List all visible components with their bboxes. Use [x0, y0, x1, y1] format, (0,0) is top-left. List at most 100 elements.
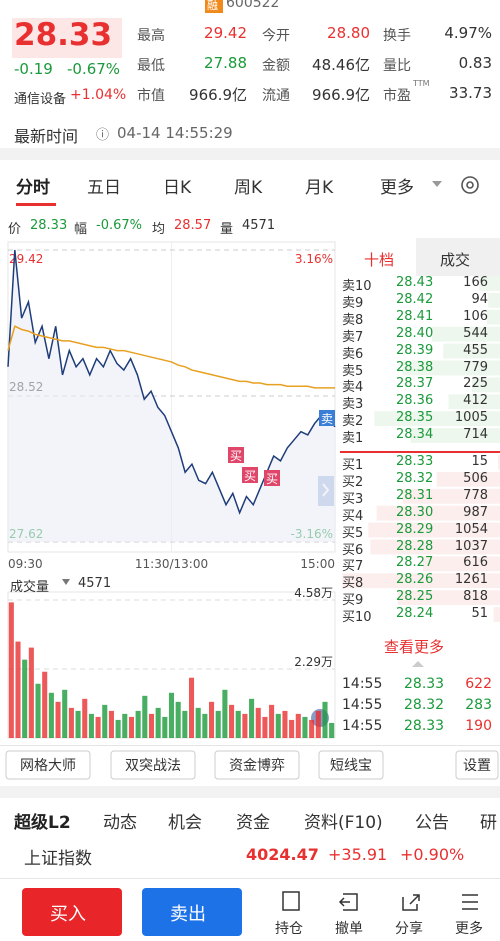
- stat-label: 最高: [137, 28, 165, 44]
- lower-tab[interactable]: 公告: [415, 813, 449, 833]
- book-volume: 1054: [454, 521, 488, 537]
- volume-bar: [168, 692, 175, 738]
- tab-underline: [16, 203, 56, 206]
- separator: [0, 148, 500, 160]
- trade-price: 28.33: [404, 676, 445, 692]
- book-volume: 455: [463, 342, 488, 358]
- bar-item[interactable]: 持仓: [275, 921, 303, 937]
- book-price: 28.39: [396, 342, 434, 358]
- book-tab[interactable]: 成交: [440, 251, 471, 269]
- tab[interactable]: 更多: [380, 178, 414, 198]
- book-volume: 225: [463, 376, 488, 392]
- lower-tab[interactable]: 资料(F10): [304, 813, 383, 833]
- book-volume: 1005: [454, 410, 488, 426]
- book-price: 28.36: [396, 393, 434, 409]
- volume-bar: [155, 707, 161, 738]
- time-value: 04-14 14:55:29: [117, 124, 233, 142]
- lower-tab[interactable]: 机会: [168, 813, 202, 833]
- book-volume: 779: [463, 359, 488, 375]
- book-level: 买8: [342, 576, 364, 592]
- bar-item[interactable]: 撤单: [335, 921, 363, 937]
- tool-label[interactable]: 短线宝: [330, 758, 372, 774]
- book-bar: [486, 309, 500, 325]
- index-change: +35.91: [328, 845, 388, 864]
- book-volume: 166: [463, 275, 488, 290]
- dropdown-icon: [432, 181, 442, 187]
- volume-bar: [75, 710, 81, 738]
- book-price: 28.25: [396, 589, 434, 605]
- trade-marker-label: 卖: [321, 412, 333, 426]
- tool-label[interactable]: 网格大师: [20, 758, 76, 774]
- info-change: -0.67%: [96, 218, 142, 233]
- book-bar: [342, 573, 500, 589]
- book-level: 买6: [342, 542, 364, 558]
- book-bar: [488, 292, 500, 308]
- book-bar: [479, 276, 500, 291]
- book-level: 卖10: [342, 279, 372, 294]
- tab[interactable]: 五日: [87, 178, 121, 198]
- info-icon: ⓘ: [96, 128, 110, 143]
- header-bg: [0, 0, 500, 16]
- volume-bar: [102, 704, 108, 738]
- lower-tab[interactable]: 资金: [236, 813, 270, 833]
- book-level: 买5: [342, 525, 364, 541]
- sell-button[interactable]: [142, 888, 242, 936]
- book-bar: [410, 428, 500, 443]
- tool-label[interactable]: 资金博弈: [229, 758, 285, 774]
- book-level: 卖5: [342, 363, 364, 379]
- book-price: 28.29: [396, 521, 434, 537]
- stat-label: 流通: [262, 88, 290, 104]
- lower-tab[interactable]: 动态: [103, 813, 137, 833]
- book-level: 买9: [342, 593, 364, 609]
- volume-bar: [215, 710, 221, 738]
- tab[interactable]: 分时: [16, 178, 50, 198]
- hold-icon[interactable]: [282, 891, 300, 911]
- book-price: 28.24: [396, 606, 434, 622]
- info-avg: 28.57: [174, 218, 212, 233]
- tab[interactable]: 周K: [234, 178, 263, 198]
- cancel-icon[interactable]: [338, 893, 358, 911]
- bar-item[interactable]: 更多: [455, 921, 483, 937]
- volume-bar: [202, 713, 208, 738]
- tab[interactable]: 月K: [305, 178, 334, 198]
- more-icon[interactable]: [462, 894, 478, 910]
- volume-bar: [235, 710, 241, 738]
- volume-bar: [82, 698, 88, 738]
- settings-icon[interactable]: [461, 176, 479, 194]
- book-volume: 987: [463, 504, 488, 520]
- tab[interactable]: 日K: [163, 178, 192, 198]
- volume-bar: [62, 689, 68, 738]
- volume-bar: [8, 602, 14, 738]
- badge: 融: [207, 0, 218, 12]
- change-pct: -0.67%: [67, 60, 121, 78]
- book-level: 卖7: [342, 329, 364, 345]
- trade-volume: 622: [465, 676, 492, 692]
- bar-item[interactable]: 分享: [395, 921, 423, 937]
- lower-tab[interactable]: 研: [480, 813, 497, 833]
- stat-label: 换手: [383, 28, 411, 44]
- buy-label[interactable]: 买入: [50, 904, 86, 925]
- sell-label[interactable]: 卖出: [170, 904, 206, 925]
- tool-button: [318, 750, 384, 780]
- tool-label[interactable]: 设置: [463, 758, 491, 774]
- book-volume: 506: [463, 470, 488, 486]
- volume-bar: [282, 710, 288, 738]
- x-tick-label: 11:30/13:00: [135, 557, 208, 571]
- book-bar: [436, 471, 500, 487]
- book-price: 28.32: [396, 470, 434, 486]
- lower-tab[interactable]: 超级L2: [14, 813, 71, 833]
- book-bar: [374, 411, 500, 427]
- tool-label[interactable]: 双突战法: [125, 758, 181, 774]
- book-tab[interactable]: 十档: [364, 251, 395, 269]
- book-more[interactable]: 查看更多: [384, 638, 445, 656]
- book-price: 28.28: [396, 538, 434, 554]
- volume-bar: [315, 710, 321, 738]
- book-volume: 106: [463, 308, 488, 324]
- book-level: 买3: [342, 491, 364, 507]
- book-bar: [498, 455, 500, 470]
- change: -0.19: [14, 60, 53, 78]
- price-line: [7, 249, 336, 515]
- book-price: 28.40: [396, 325, 434, 341]
- buy-button[interactable]: [22, 888, 122, 936]
- share-icon[interactable]: [402, 894, 420, 911]
